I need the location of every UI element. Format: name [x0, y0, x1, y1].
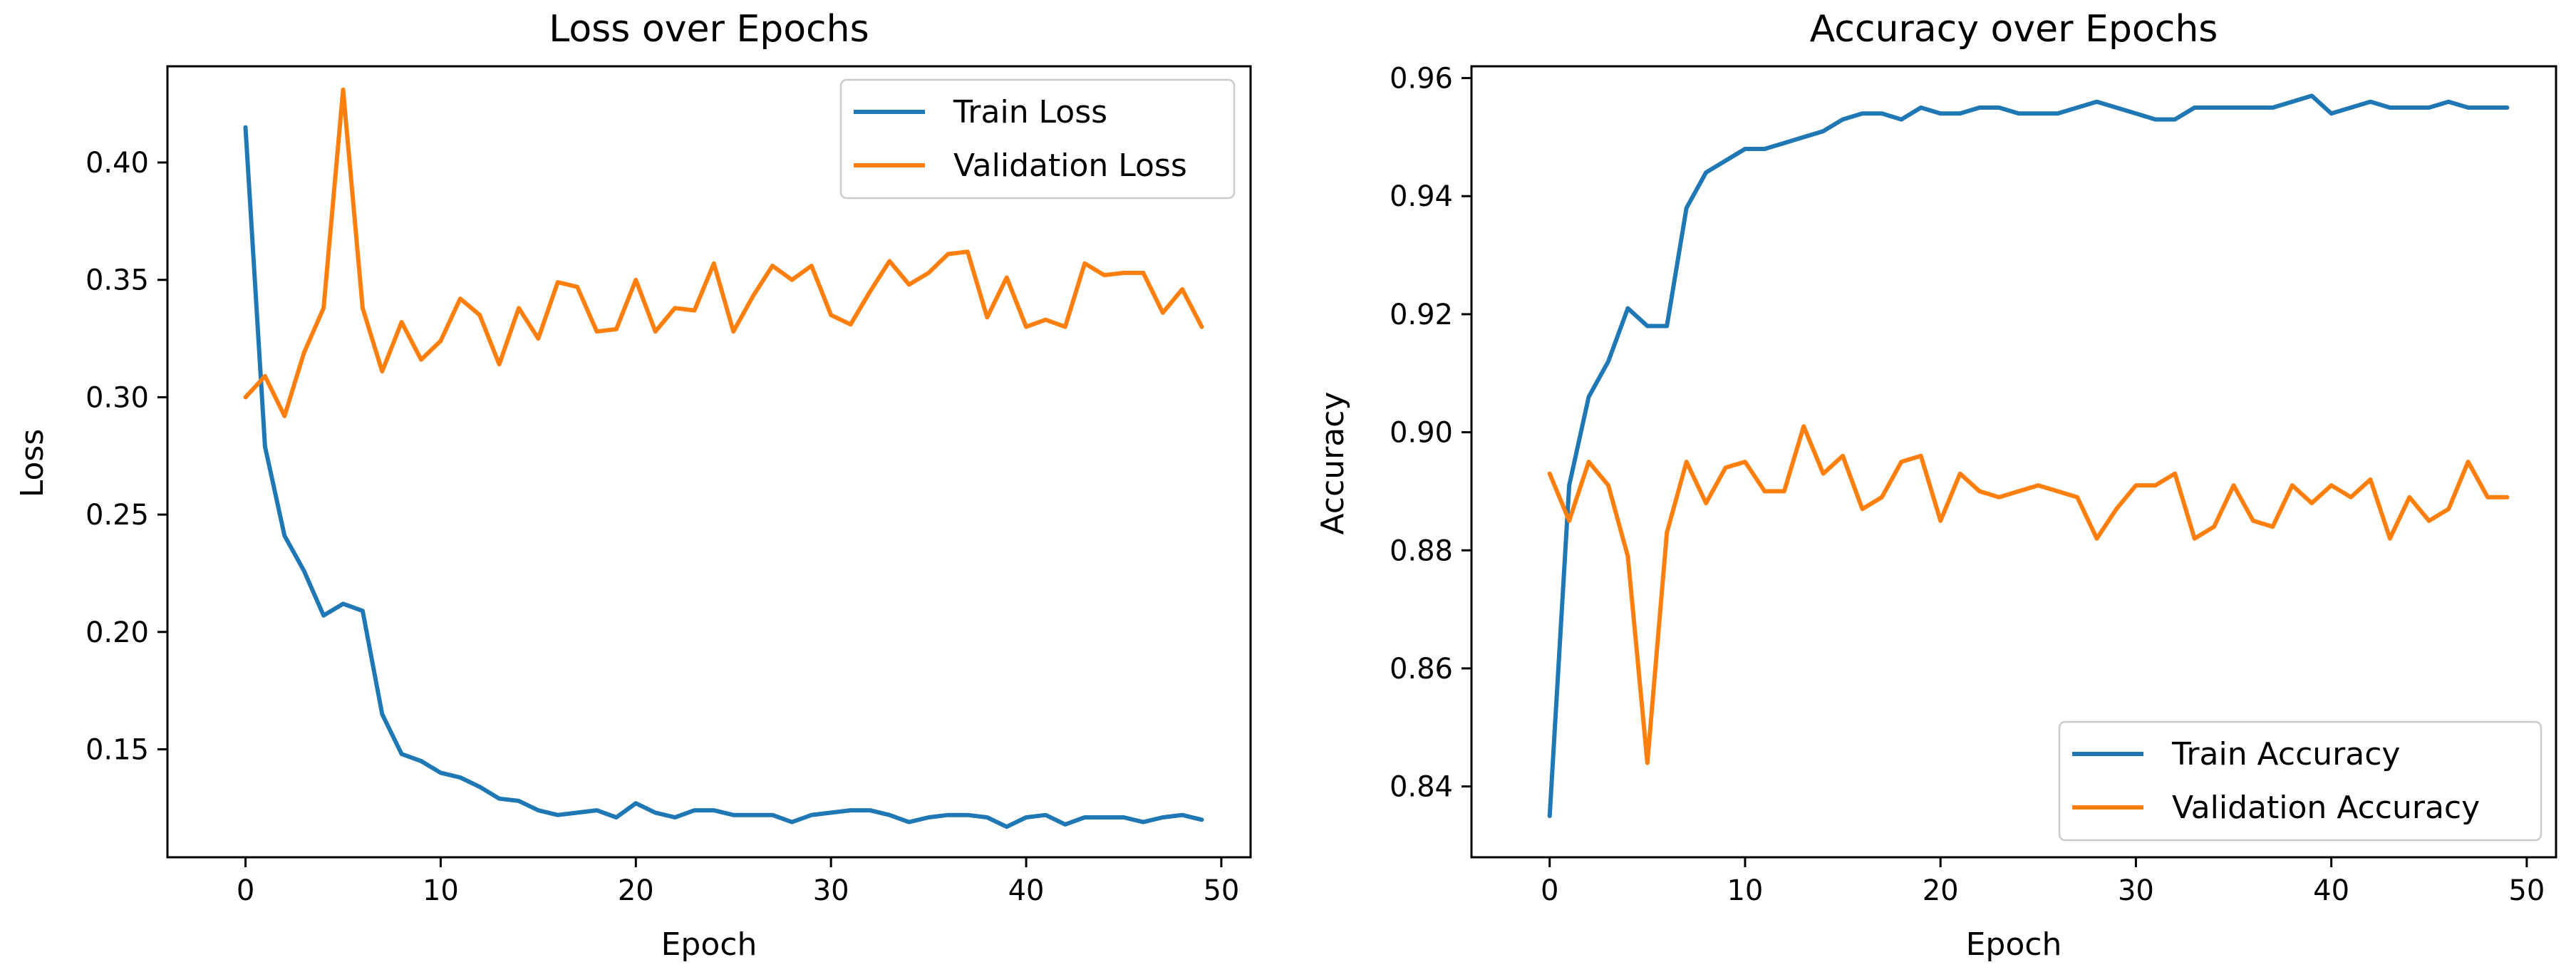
accuracy-chart: Accuracy over Epochs Epoch Accuracy 0 10 2… — [1315, 8, 2557, 963]
loss-chart: Loss over Epochs Epoch Loss 0 10 20 30 40 500… — [14, 8, 1252, 963]
accuracy-ytick-label: 0.90 — [1390, 417, 1453, 450]
accuracy-ytick-label: 0.96 — [1390, 63, 1453, 95]
accuracy-chart-xlabel: Epoch — [1966, 926, 2062, 963]
loss-chart-legend: Train Loss Validation Loss — [839, 78, 1236, 200]
loss-ytick-label: 0.30 — [86, 381, 149, 414]
loss-legend-label-train: Train Loss — [953, 94, 1107, 130]
accuracy-chart-ylabel: Accuracy — [1315, 392, 1351, 535]
loss-chart-title: Loss over Epochs — [549, 8, 869, 51]
loss-legend-box — [839, 78, 1236, 200]
loss-chart-lines — [243, 87, 1204, 829]
loss-chart-ylabel: Loss — [14, 429, 51, 498]
accuracy-series-line-train-accuracy — [1547, 93, 2510, 818]
loss-ytick-label: 0.35 — [86, 264, 149, 297]
loss-ytick-label: 0.15 — [86, 733, 149, 766]
accuracy-legend-label-val: Validation Accuracy — [2172, 790, 2480, 826]
accuracy-xtick-label: 10 — [1727, 874, 1763, 907]
accuracy-chart-legend: Train Accuracy Validation Accuracy — [2058, 720, 2543, 842]
loss-xtick-label: 30 — [813, 874, 849, 907]
loss-xtick-label: 40 — [1008, 874, 1045, 907]
loss-xtick-label: 10 — [423, 874, 459, 907]
accuracy-ytick-label: 0.92 — [1390, 299, 1453, 331]
accuracy-ytick-label: 0.88 — [1390, 534, 1453, 567]
accuracy-chart-ticks: 0 10 20 30 40 50 0.84 0.86 0.88 0.90 0.92 0.94 0.96 — [1390, 63, 2545, 907]
loss-xtick-label: 20 — [618, 874, 654, 907]
loss-xtick-label: 0 — [237, 874, 254, 907]
loss-xtick-label: 50 — [1203, 874, 1239, 907]
accuracy-series-line-validation-accuracy — [1547, 424, 2510, 765]
accuracy-ytick-label: 0.84 — [1390, 771, 1453, 804]
loss-chart-xlabel: Epoch — [661, 926, 757, 963]
loss-series-line-train-loss — [243, 125, 1204, 829]
accuracy-xtick-label: 0 — [1541, 874, 1558, 907]
accuracy-legend-box — [2058, 720, 2543, 842]
accuracy-legend-label-train: Train Accuracy — [2171, 736, 2400, 772]
accuracy-xtick-label: 40 — [2313, 874, 2349, 907]
accuracy-chart-title: Accuracy over Epochs — [1810, 8, 2218, 51]
accuracy-xtick-label: 50 — [2508, 874, 2545, 907]
loss-chart-axes-frame — [166, 65, 1252, 859]
loss-legend-label-val: Validation Loss — [953, 148, 1187, 184]
accuracy-xtick-label: 20 — [1923, 874, 1959, 907]
loss-ytick-label: 0.20 — [86, 616, 149, 649]
accuracy-chart-axes-frame — [1470, 65, 2557, 859]
loss-ytick-label: 0.40 — [86, 147, 149, 180]
accuracy-chart-lines — [1547, 93, 2510, 818]
accuracy-ytick-label: 0.86 — [1390, 653, 1453, 686]
accuracy-ytick-label: 0.94 — [1390, 180, 1453, 213]
accuracy-xtick-label: 30 — [2118, 874, 2154, 907]
loss-chart-ticks: 0 10 20 30 40 50 0.15 0.20 0.25 0.30 0.35 0.40 — [86, 147, 1239, 907]
loss-ytick-label: 0.25 — [86, 499, 149, 532]
loss-series-line-validation-loss — [243, 87, 1204, 418]
